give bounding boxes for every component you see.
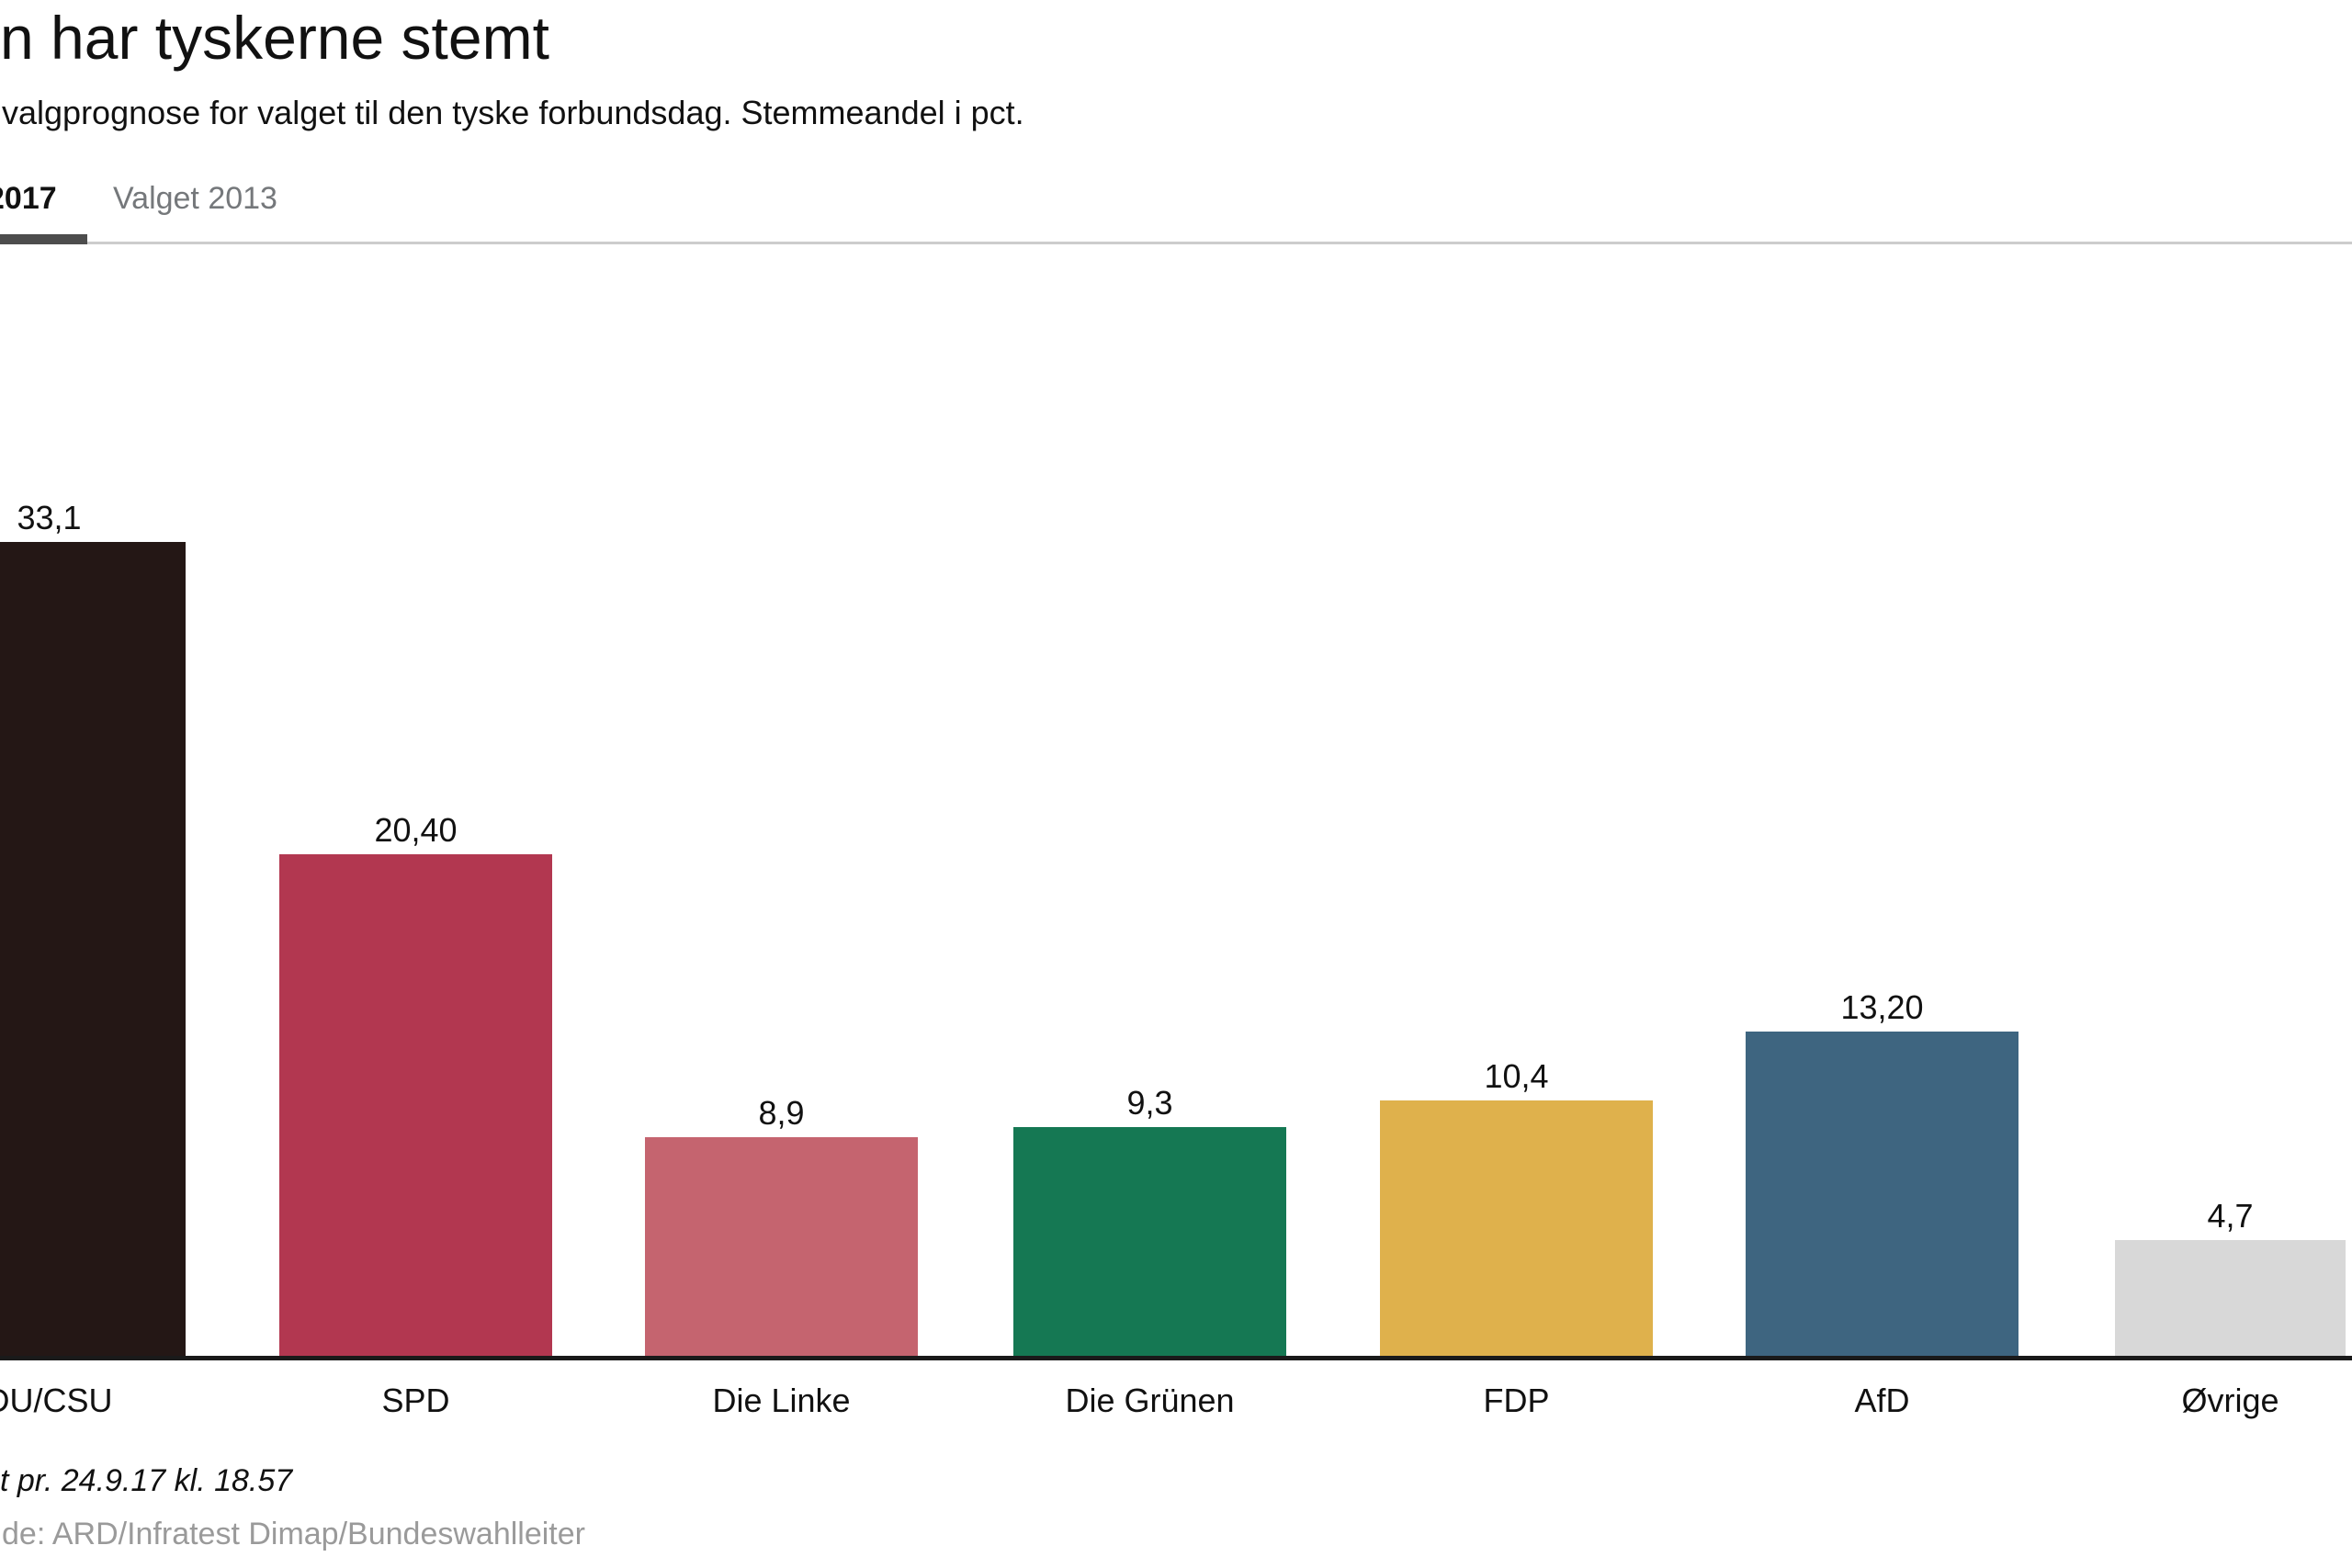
bar-die-gr-nen — [1013, 1127, 1286, 1356]
category-label-fdp: FDP — [1483, 1382, 1550, 1419]
page-title: n har tyskerne stemt — [0, 4, 549, 72]
value-label-afd: 13,20 — [1840, 988, 1924, 1026]
category-label--vrige: Øvrige — [2181, 1382, 2279, 1419]
category-label-die-gr-nen: Die Grünen — [1065, 1382, 1235, 1419]
bar-du-csu — [0, 542, 186, 1356]
page-subtitle: valgprognose for valget til den tyske fo… — [2, 94, 1024, 131]
bar-afd — [1746, 1032, 2018, 1356]
value-label-die-linke: 8,9 — [758, 1094, 805, 1132]
value-label-die-gr-nen: 9,3 — [1126, 1084, 1173, 1122]
tab-valget-2013[interactable]: Valget 2013 — [113, 181, 277, 216]
category-label-afd: AfD — [1854, 1382, 1910, 1419]
category-label-die-linke: Die Linke — [712, 1382, 851, 1419]
tabs-divider — [0, 242, 2352, 244]
x-axis-line — [0, 1356, 2352, 1360]
value-label-du-csu: 33,1 — [17, 499, 82, 536]
bar-spd — [279, 854, 552, 1356]
updated-timestamp: t pr. 24.9.17 kl. 18.57 — [0, 1463, 293, 1498]
category-label-du-csu: DU/CSU — [0, 1382, 113, 1419]
category-label-spd: SPD — [381, 1382, 450, 1419]
value-label-fdp: 10,4 — [1484, 1057, 1549, 1095]
bar-fdp — [1380, 1100, 1653, 1356]
source-credit: de: ARD/Infratest Dimap/Bundeswahlleiter — [2, 1517, 585, 1551]
value-label-spd: 20,40 — [374, 811, 458, 849]
bar-die-linke — [645, 1137, 918, 1356]
active-tab-underline — [0, 234, 87, 244]
value-label--vrige: 4,7 — [2207, 1197, 2254, 1235]
tab-valget-2017[interactable]: 2017 — [0, 181, 57, 216]
bar--vrige — [2115, 1240, 2346, 1356]
